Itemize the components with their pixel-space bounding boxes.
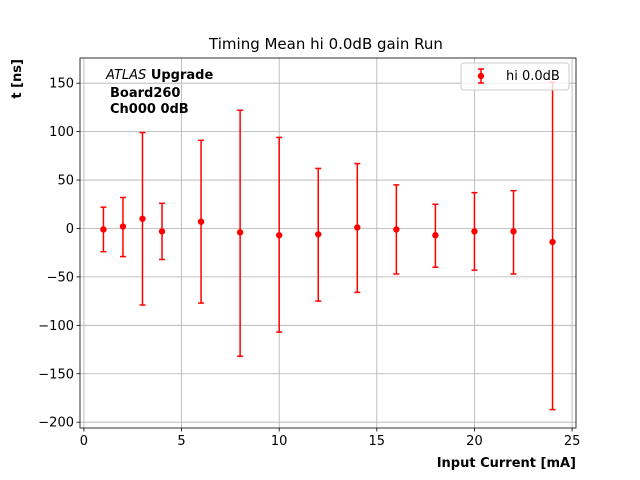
data-point	[236, 229, 244, 236]
legend-point	[477, 72, 485, 80]
series-layer	[100, 81, 556, 411]
series-hi-0dB	[100, 81, 556, 411]
x-tick-label: 10	[271, 434, 288, 449]
legend-label: hi 0.0dB	[506, 69, 560, 84]
x-axis-label: Input Current [mA]	[437, 456, 576, 471]
y-tick-label: 150	[49, 77, 74, 92]
annotation-line-3: Ch000 0dB	[110, 102, 189, 117]
y-axis-label: t [ns]	[10, 59, 25, 99]
annotation-line-1: ATLAS Upgrade	[105, 68, 213, 83]
annotation-line-2: Board260	[110, 86, 180, 101]
x-tick-label: 5	[177, 434, 185, 449]
data-point	[393, 226, 400, 233]
data-point	[354, 224, 361, 231]
data-point	[197, 218, 205, 225]
data-point	[119, 223, 127, 230]
y-tick-label: −100	[38, 319, 74, 334]
annotation-upgrade: Upgrade	[151, 68, 214, 83]
plot-frame	[79, 57, 577, 429]
x-tick-label: 25	[564, 434, 581, 449]
x-tick-label: 0	[80, 434, 88, 449]
data-point	[139, 215, 146, 222]
y-tick-label: 0	[66, 222, 74, 237]
data-point	[471, 228, 478, 235]
data-point	[549, 238, 556, 246]
atlas-annotation: ATLAS Upgrade Board260 Ch000 0dB	[105, 68, 213, 117]
chart-title: Timing Mean hi 0.0dB gain Run	[208, 35, 443, 53]
data-point	[432, 232, 439, 239]
data-point	[158, 228, 166, 235]
legend-marker	[477, 68, 485, 84]
y-tick-label: −150	[38, 367, 74, 382]
data-point	[510, 228, 517, 235]
x-tick-label: 15	[369, 434, 386, 449]
data-point	[100, 226, 107, 233]
x-tick-label: 20	[466, 434, 483, 449]
annotation-atlas: ATLAS	[105, 68, 146, 83]
data-point	[315, 231, 322, 238]
y-tick-label: −50	[47, 270, 74, 285]
y-tick-label: 100	[49, 125, 74, 140]
y-tick-label: −200	[38, 416, 74, 431]
legend: hi 0.0dB	[460, 62, 570, 91]
y-tick-label: 50	[57, 174, 74, 189]
data-point	[275, 232, 283, 239]
axis-ticks: 0 5 10 15 20 25 −200 −150 −100 −50 0 50 100 150	[38, 77, 580, 449]
legend-box	[460, 62, 570, 91]
